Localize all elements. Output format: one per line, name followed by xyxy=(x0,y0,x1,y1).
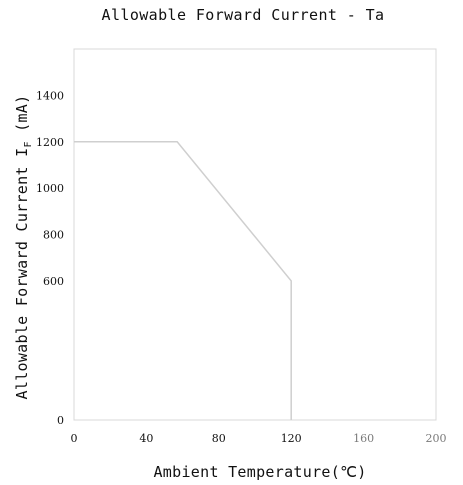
x-tick-label: 0 xyxy=(71,432,78,445)
series-layer xyxy=(74,141,292,420)
y-tick-label: 0 xyxy=(57,414,64,427)
y-axis-title: Allowable Forward Current IF (mA) xyxy=(13,95,34,400)
plot-frame xyxy=(73,48,437,421)
x-tick-label: 120 xyxy=(281,432,302,445)
x-axis-ticks: 0 40 80 120 160 200 xyxy=(71,432,447,445)
y-axis-ticks: 0 600 800 1000 1200 1400 xyxy=(36,89,64,427)
chart-title: Allowable Forward Current - Ta xyxy=(102,6,385,24)
y-tick-label: 1000 xyxy=(36,182,64,195)
x-tick-label: 80 xyxy=(212,432,226,445)
y-tick-label: 1200 xyxy=(36,136,64,149)
series-line xyxy=(74,141,292,420)
x-tick-label: 40 xyxy=(139,432,153,445)
x-axis-title: Ambient Temperature(℃) xyxy=(153,463,366,481)
y-tick-label: 800 xyxy=(43,229,64,242)
y-tick-label: 600 xyxy=(43,275,64,288)
x-tick-label: 160 xyxy=(353,432,374,445)
y-tick-label: 1400 xyxy=(36,89,64,102)
x-tick-label: 200 xyxy=(426,432,447,445)
